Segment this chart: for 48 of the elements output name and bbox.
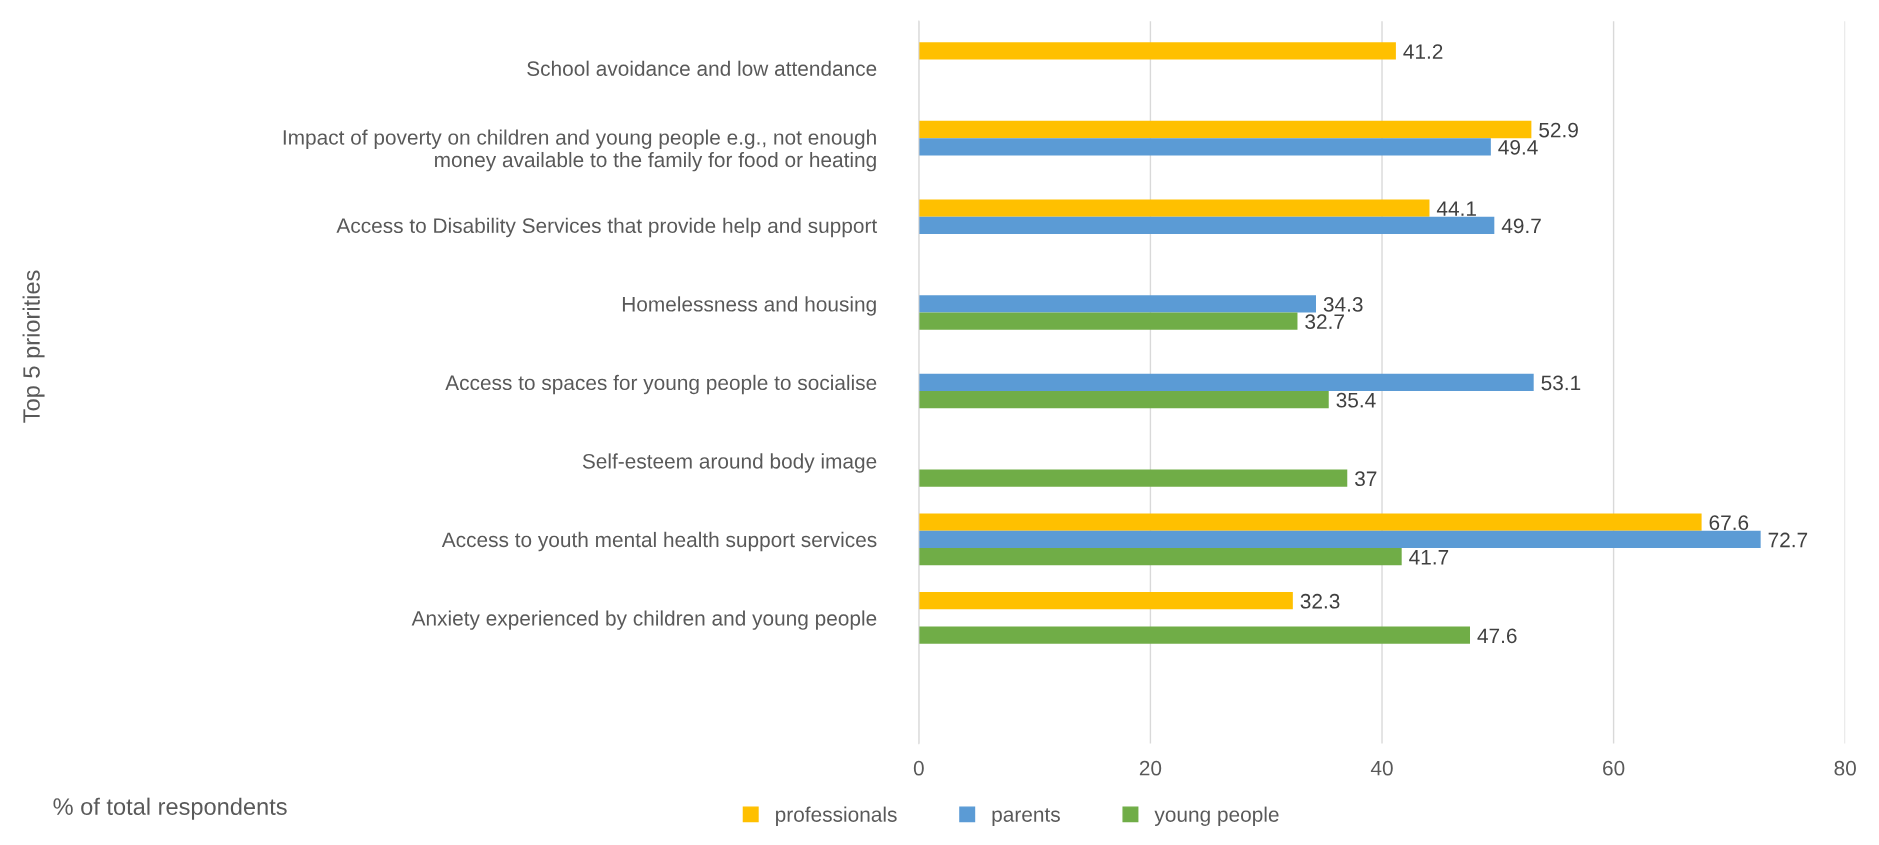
bar	[918, 120, 1532, 139]
text: % of total respondents	[53, 797, 287, 820]
y-tick-label: Anxiety experienced by children and young people	[411, 610, 877, 630]
text: Top 5 priorities	[22, 270, 45, 423]
data-label: 49.7	[1501, 218, 1541, 234]
data-label: 53.1	[1541, 375, 1581, 391]
data-label: 67.6	[1709, 515, 1749, 531]
data-label: 44.1	[1436, 201, 1476, 216]
bar	[918, 548, 1402, 566]
y-tick-label: Impact of poverty on children and young people e.g., not enough money available to the family for food or heating	[283, 129, 876, 172]
bar	[918, 199, 1430, 217]
x-tick-label: 40	[1370, 760, 1393, 776]
y-tick-label: Access to spaces for young people to socialise	[445, 374, 877, 395]
y-tick-label: Access to Disability Services that provide help and support	[336, 217, 878, 238]
data-label: 52.9	[1539, 122, 1578, 138]
x-tick-label: 0	[913, 760, 924, 776]
bar	[918, 138, 1491, 156]
legend-label: parents	[992, 808, 1060, 826]
data-label: 32.7	[1305, 314, 1344, 330]
bar	[918, 295, 1316, 313]
bar	[918, 373, 1534, 391]
data-label: 49.4	[1498, 139, 1538, 155]
x-tick-label: 20	[1139, 760, 1162, 776]
y-tick-label: Self-esteem around body image	[582, 453, 877, 473]
data-label: 47.6	[1477, 628, 1517, 644]
data-label: 41.7	[1409, 550, 1449, 565]
x-tick-label: 60	[1603, 760, 1625, 776]
legend-label: professionals	[776, 806, 897, 826]
data-label: 32.3	[1300, 593, 1340, 609]
y-tick-label: School avoidance and low attendance	[527, 60, 877, 76]
data-label: 34.3	[1323, 297, 1363, 312]
bar	[918, 469, 1348, 487]
y-tick-label: Access to youth mental health support services	[441, 531, 877, 552]
data-label: 41.2	[1403, 44, 1443, 59]
data-label: 35.4	[1336, 392, 1376, 408]
data-label: 72.7	[1768, 532, 1808, 548]
data-label: 37	[1355, 471, 1377, 487]
y-tick-label: Homelessness and housing	[622, 296, 876, 316]
bar	[918, 42, 1396, 60]
bar	[918, 530, 1761, 549]
legend-label: young people	[1154, 806, 1279, 826]
bar	[918, 216, 1495, 234]
x-tick-label: 80	[1834, 760, 1856, 776]
bar	[918, 391, 1329, 409]
bar	[918, 312, 1298, 330]
bar	[918, 513, 1702, 531]
bar	[918, 626, 1471, 644]
bar	[918, 592, 1293, 610]
